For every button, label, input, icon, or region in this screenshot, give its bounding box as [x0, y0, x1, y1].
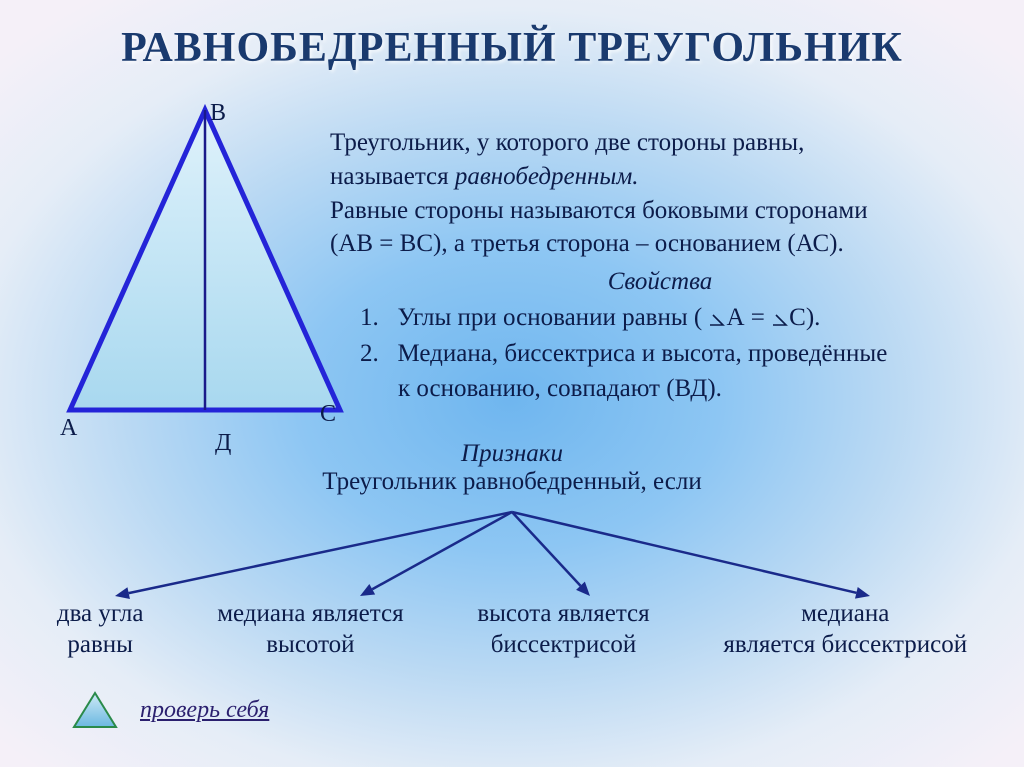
prop1-a: Углы при основании равны ( — [398, 304, 709, 331]
triangle-svg — [20, 90, 360, 450]
property-1: 1. Углы при основании равны ( А = С). — [360, 301, 990, 335]
leaf-4-l1: медиана — [723, 598, 967, 629]
prop1-num: 1. — [360, 304, 379, 331]
angle-icon — [708, 313, 726, 327]
leaf-3: высота является биссектрисой — [477, 598, 649, 661]
leaf-3-l2: биссектрисой — [477, 629, 649, 660]
signs-line: Треугольник равнобедренный, если — [0, 468, 1024, 496]
prop2-num: 2. — [360, 340, 379, 367]
leaf-1: два угла равны — [57, 598, 144, 661]
def-1c: равнобедренным. — [455, 163, 639, 190]
property-2-cont: к основанию, совпадают (ВД). — [398, 372, 990, 406]
check-triangle-icon — [70, 689, 120, 731]
def-line-1: Треугольник, у которого две стороны равн… — [330, 126, 990, 160]
arrows-svg — [0, 510, 1024, 602]
def-line-2: Равные стороны называются боковыми сторо… — [330, 194, 990, 228]
angle-icon — [771, 313, 789, 327]
leaf-4: медиана является биссектрисой — [723, 598, 967, 661]
def-1a: Треугольник, у которого две стороны равн… — [330, 129, 804, 156]
leaf-4-l2: является биссектрисой — [723, 629, 967, 660]
vertex-label-a: А — [60, 415, 77, 442]
signs-block: Признаки Треугольник равнобедренный, есл… — [0, 440, 1024, 496]
leaf-2: медиана является высотой — [217, 598, 403, 661]
main-text: Треугольник, у которого две стороны равн… — [330, 126, 990, 406]
property-2: 2. Медиана, биссектриса и высота, провед… — [360, 337, 990, 371]
prop2-text: Медиана, биссектриса и высота, проведённ… — [398, 340, 888, 367]
arrows-container — [0, 510, 1024, 600]
signs-leaves: два угла равны медиана является высотой … — [0, 598, 1024, 661]
properties-heading: Свойства — [330, 265, 990, 299]
properties-list: 1. Углы при основании равны ( А = С). 2.… — [360, 301, 990, 406]
def-1b: называется — [330, 163, 455, 190]
check-link[interactable]: проверь себя — [140, 697, 269, 724]
prop1-b: А = — [726, 304, 771, 331]
leaf-1-l1: два угла — [57, 598, 144, 629]
prop1-c: С). — [789, 304, 820, 331]
leaf-1-l2: равны — [57, 629, 144, 660]
check-yourself[interactable]: проверь себя — [70, 689, 269, 731]
signs-heading: Признаки — [0, 440, 1024, 468]
page-title: РАВНОБЕДРЕННЫЙ ТРЕУГОЛЬНИК — [0, 24, 1024, 72]
leaf-2-l2: высотой — [217, 629, 403, 660]
def-line-3: (АВ = ВС), а третья сторона – основанием… — [330, 227, 990, 261]
vertex-label-b: В — [210, 100, 226, 127]
leaf-2-l1: медиана является — [217, 598, 403, 629]
def-line-1b: называется равнобедренным. — [330, 160, 990, 194]
leaf-3-l1: высота является — [477, 598, 649, 629]
triangle-figure: А В С Д — [20, 90, 340, 470]
